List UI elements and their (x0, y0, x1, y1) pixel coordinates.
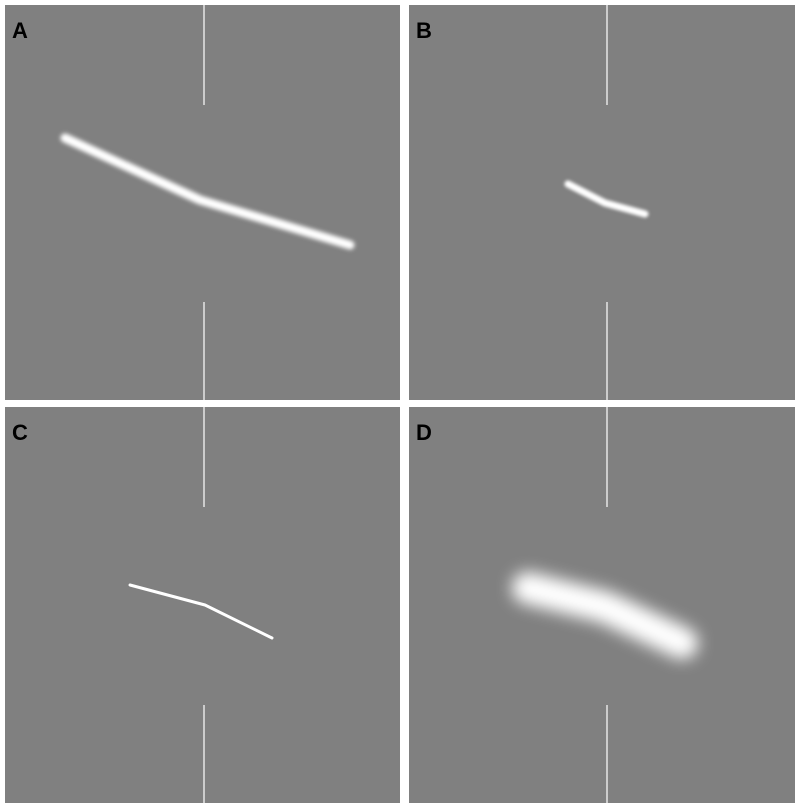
stimulus-line (564, 180, 649, 218)
panel-d: D (409, 407, 795, 803)
panel-a: A (5, 5, 400, 400)
panel-label: C (12, 420, 28, 445)
panel-label: D (416, 420, 432, 445)
panel-b: B (409, 5, 795, 400)
panel-label: B (416, 18, 432, 43)
panel-label: A (12, 18, 28, 43)
panel-c: C (5, 407, 400, 803)
stimulus-line (128, 583, 274, 640)
stimulus-line (512, 572, 698, 659)
stimulus-line (60, 133, 355, 250)
